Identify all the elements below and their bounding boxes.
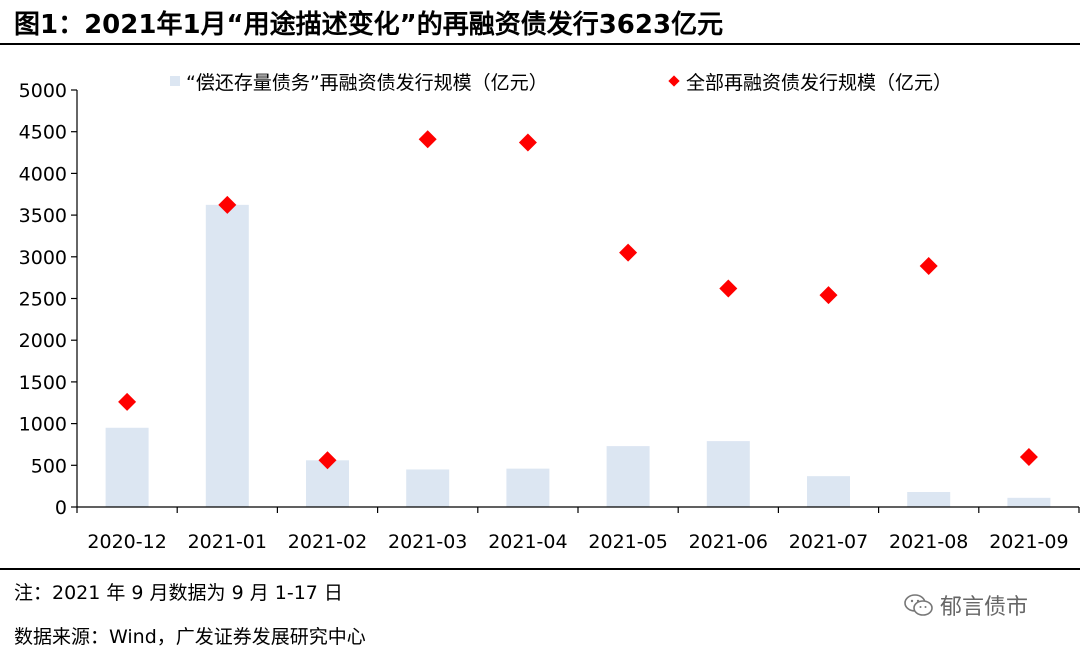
data-point [1019, 447, 1038, 466]
bar [205, 204, 249, 507]
legend-bar-swatch [170, 76, 180, 86]
data-point [619, 243, 638, 262]
bar [506, 468, 550, 507]
x-tick-label: 2021-02 [288, 531, 367, 553]
bar [1007, 497, 1051, 507]
data-point [118, 392, 137, 411]
data-point [218, 195, 237, 214]
y-tick-label: 1500 [19, 372, 67, 394]
x-tick-label: 2021-05 [588, 531, 667, 553]
watermark-text: 郁言债市 [940, 595, 1029, 620]
legend-marker-label: 全部再融资债发行规模（亿元） [686, 72, 952, 94]
x-tick-label: 2021-07 [789, 531, 868, 553]
y-axis: 0 500 1000 1500 2000 2500 3000 3500 4000 4500 5000 [19, 80, 78, 519]
bar-series [105, 204, 1051, 507]
bar [105, 427, 149, 507]
y-tick-label: 1000 [19, 414, 67, 436]
bar [606, 446, 650, 507]
legend: “偿还存量债务”再融资债发行规模（亿元） 全部再融资债发行规模（亿元） [170, 72, 952, 94]
wechat-icon [904, 594, 933, 616]
y-tick-label: 5000 [19, 80, 67, 102]
bar [807, 476, 850, 507]
x-axis: 2020-12 2021-01 2021-02 2021-03 2021-04 2021-… [76, 506, 1080, 553]
y-tick-label: 2500 [19, 289, 67, 311]
y-tick-label: 4000 [19, 163, 67, 185]
data-point [819, 286, 838, 305]
data-point [919, 256, 938, 275]
y-tick-label: 0 [55, 497, 67, 519]
x-tick-label: 2021-04 [488, 531, 567, 553]
legend-marker-swatch [668, 75, 680, 87]
bar [907, 491, 951, 507]
footer-divider [0, 568, 1080, 570]
y-tick-label: 4500 [19, 122, 67, 144]
bar [706, 441, 750, 507]
x-tick-label: 2021-08 [889, 531, 968, 553]
x-tick-label: 2021-06 [689, 531, 768, 553]
y-tick-label: 2000 [19, 330, 67, 352]
bar [406, 469, 450, 507]
data-point [518, 133, 537, 152]
watermark: 郁言债市 [904, 589, 1028, 621]
y-tick-label: 500 [31, 455, 67, 477]
y-tick-label: 3500 [19, 205, 67, 227]
x-tick-label: 2020-12 [87, 531, 166, 553]
chart: “偿还存量债务”再融资债发行规模（亿元） 全部再融资债发行规模（亿元） 0 500… [19, 72, 1080, 553]
legend-bar-label: “偿还存量债务”再融资债发行规模（亿元） [186, 72, 548, 94]
marker-series [118, 130, 1038, 470]
data-point [418, 130, 437, 149]
title-divider [0, 43, 1080, 45]
footnote: 注：2021 年 9 月数据为 9 月 1-17 日 [14, 582, 343, 604]
data-point [318, 451, 337, 470]
data-point [719, 279, 738, 298]
data-source: 数据来源：Wind，广发证券发展研究中心 [14, 626, 366, 648]
x-tick-label: 2021-03 [388, 531, 467, 553]
x-tick-label: 2021-01 [188, 531, 267, 553]
x-tick-label: 2021-09 [989, 531, 1068, 553]
y-tick-label: 3000 [19, 247, 67, 269]
chart-title: 图1：2021年1月“用途描述变化”的再融资债发行3623亿元 [14, 10, 724, 40]
